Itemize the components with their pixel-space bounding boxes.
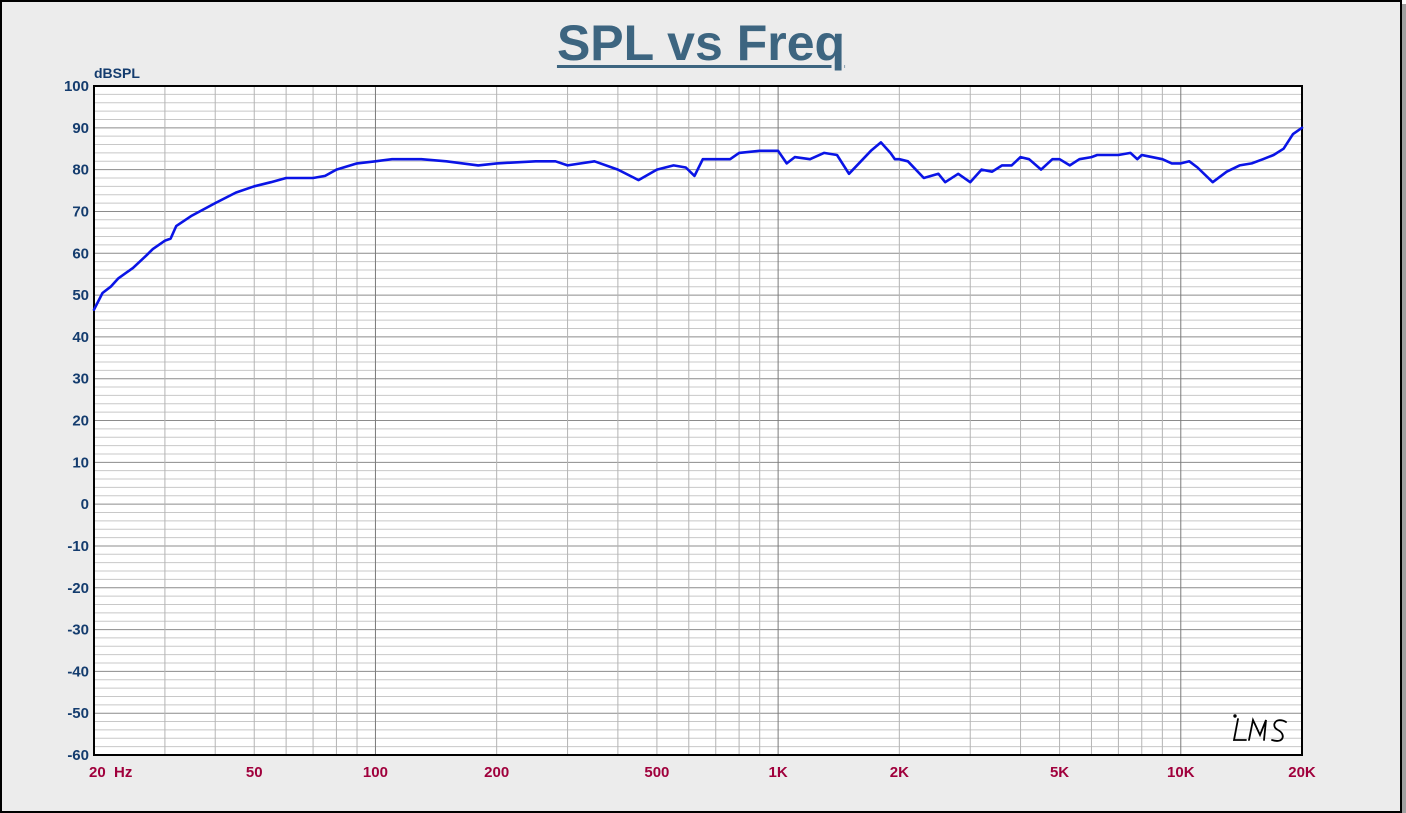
x-axis-ticks: 20 Hz 50 100 200 500 1K 2K 5K 10K 20K xyxy=(89,764,1316,781)
y-tick-label: -20 xyxy=(67,580,89,597)
y-axis-label: dBSPL xyxy=(94,65,140,81)
y-tick-label: -60 xyxy=(67,747,89,764)
x-tick-label: 2K xyxy=(890,764,909,781)
y-tick-label: 60 xyxy=(72,245,89,262)
x-tick-label: 20K xyxy=(1288,764,1316,781)
plot-border xyxy=(93,85,1303,756)
chart-title: SPL vs Freq xyxy=(556,15,846,71)
y-tick-label: 80 xyxy=(72,162,89,179)
y-tick-label: 0 xyxy=(81,496,89,513)
y-tick-label: 30 xyxy=(72,371,89,388)
grid xyxy=(94,86,1302,755)
x-tick-label: 1K xyxy=(769,764,788,781)
x-tick-label: 5K xyxy=(1050,764,1069,781)
y-tick-label: 90 xyxy=(72,120,89,137)
y-tick-label: 10 xyxy=(72,454,89,471)
x-tick-label: 200 xyxy=(484,764,509,781)
y-tick-label: 100 xyxy=(64,78,89,95)
x-tick-label: 50 xyxy=(246,764,263,781)
y-tick-label: -40 xyxy=(67,663,89,680)
y-tick-label: 20 xyxy=(72,413,89,430)
y-tick-label: 70 xyxy=(72,203,89,220)
lms-watermark xyxy=(1232,714,1287,742)
x-tick-label: 100 xyxy=(363,764,388,781)
y-tick-label: 50 xyxy=(72,287,89,304)
y-tick-label: -30 xyxy=(67,622,89,639)
y-tick-label: -10 xyxy=(67,538,89,555)
y-tick-label: -50 xyxy=(67,705,89,722)
series-line xyxy=(92,126,1304,312)
x-tick-label: 20 Hz xyxy=(89,764,132,781)
x-tick-label: 10K xyxy=(1167,764,1195,781)
y-tick-label: 40 xyxy=(72,329,89,346)
x-tick-label: 500 xyxy=(644,764,669,781)
